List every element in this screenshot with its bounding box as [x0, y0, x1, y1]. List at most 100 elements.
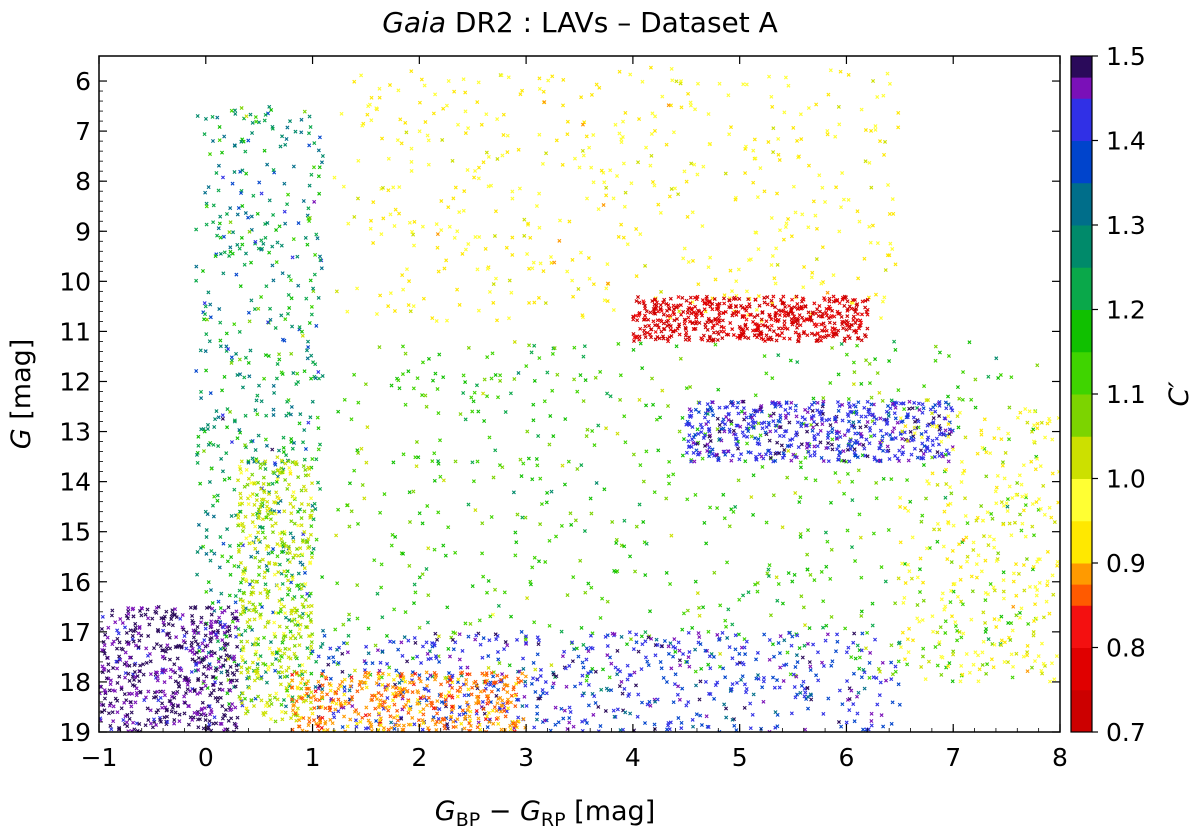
data-point	[220, 175, 225, 180]
data-point	[285, 486, 290, 491]
data-point	[258, 602, 263, 607]
data-point	[222, 250, 227, 255]
data-point	[279, 243, 284, 248]
data-point	[286, 292, 291, 297]
data-point	[230, 619, 235, 624]
data-point	[296, 283, 301, 288]
data-point	[250, 456, 255, 461]
data-point	[219, 670, 224, 675]
data-point	[305, 242, 310, 247]
data-point	[239, 701, 244, 705]
data-point	[314, 323, 319, 328]
data-point	[250, 660, 255, 665]
data-point	[296, 221, 301, 226]
data-point	[264, 443, 269, 448]
data-point	[282, 181, 287, 186]
data-point	[199, 427, 204, 432]
data-point	[280, 597, 285, 602]
data-point	[218, 214, 223, 219]
data-point	[304, 539, 309, 544]
data-point	[221, 271, 226, 276]
data-point	[261, 661, 266, 666]
data-point	[247, 374, 252, 379]
data-point	[263, 353, 268, 358]
data-point	[251, 590, 256, 595]
data-point	[240, 521, 245, 526]
data-point	[207, 479, 212, 484]
data-point	[246, 476, 251, 481]
data-point	[292, 440, 297, 445]
data-point	[211, 220, 216, 225]
data-point	[282, 541, 287, 546]
data-point	[203, 312, 207, 317]
data-point	[277, 624, 282, 629]
data-point	[199, 389, 203, 394]
data-point	[254, 636, 259, 641]
data-point	[252, 502, 257, 507]
data-point	[242, 591, 247, 596]
data-point	[271, 547, 276, 552]
data-point	[228, 409, 233, 414]
data-point	[194, 278, 199, 283]
data-point	[283, 646, 288, 651]
data-point	[240, 385, 245, 390]
data-point	[273, 562, 278, 567]
data-point	[227, 702, 232, 706]
data-point	[254, 119, 259, 124]
data-point	[309, 524, 314, 529]
data-point	[204, 589, 209, 594]
data-point	[259, 294, 264, 299]
data-point	[261, 712, 266, 717]
data-point	[250, 131, 255, 135]
data-point	[262, 575, 267, 580]
data-point	[291, 164, 296, 169]
data-point	[271, 168, 276, 172]
data-point	[228, 220, 233, 225]
data-point	[298, 546, 303, 551]
data-point	[249, 214, 254, 219]
data-point	[224, 344, 229, 349]
data-point	[265, 162, 270, 167]
data-point	[237, 509, 242, 514]
data-point	[225, 559, 230, 564]
data-point	[280, 134, 285, 139]
data-point	[278, 648, 283, 653]
data-point	[239, 541, 243, 546]
data-point	[203, 116, 208, 121]
data-point	[307, 593, 312, 598]
data-point	[286, 693, 291, 698]
data-point	[318, 486, 323, 491]
data-point	[289, 519, 294, 524]
data-point	[263, 437, 268, 442]
data-point	[289, 611, 294, 616]
data-point	[280, 271, 285, 276]
data-point	[235, 373, 240, 378]
data-point	[317, 165, 322, 170]
data-point	[229, 360, 234, 365]
data-point	[288, 531, 293, 536]
plot-area	[99, 56, 1060, 732]
data-point	[270, 523, 275, 528]
data-point	[268, 640, 273, 645]
data-point	[311, 360, 316, 365]
data-point	[259, 399, 264, 404]
data-point	[304, 625, 309, 629]
data-point	[300, 329, 304, 334]
data-point	[296, 523, 301, 528]
data-point	[304, 698, 309, 703]
data-point	[309, 496, 314, 501]
data-point	[207, 339, 212, 344]
data-point	[309, 353, 314, 358]
data-point	[292, 553, 297, 558]
data-point	[210, 601, 215, 606]
data-point	[286, 274, 291, 279]
data-point	[277, 586, 282, 591]
data-point	[289, 436, 294, 441]
data-point	[317, 376, 321, 381]
chart-title-italic: Gaia	[382, 6, 446, 39]
data-point	[269, 702, 274, 706]
data-point	[291, 505, 296, 510]
data-point	[251, 608, 256, 613]
data-point	[271, 470, 276, 475]
data-point	[250, 579, 255, 584]
